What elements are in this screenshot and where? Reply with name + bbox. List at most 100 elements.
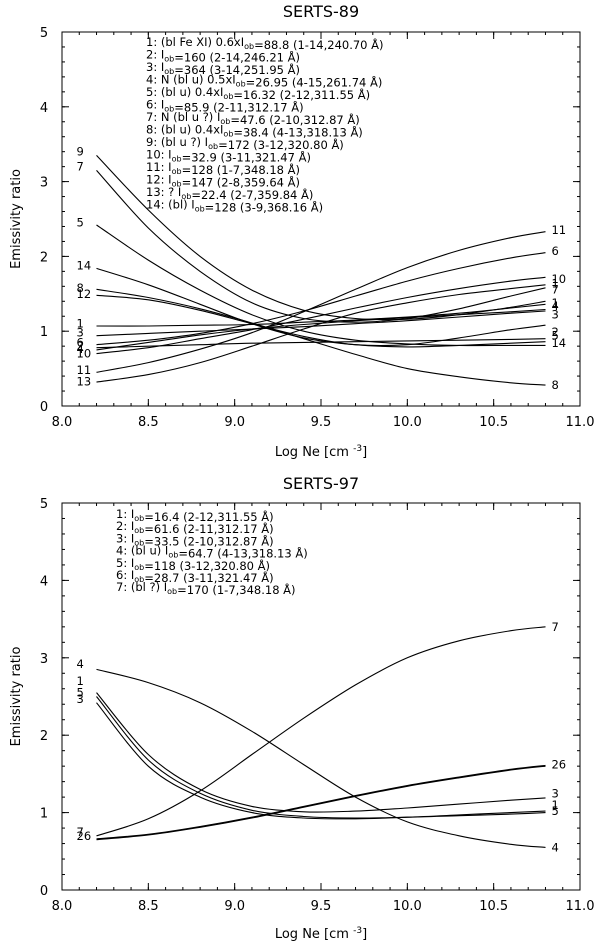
series-line-2 (96, 764, 546, 840)
series-line-5 (96, 696, 546, 819)
x-tick-label: 10.5 (479, 415, 508, 430)
x-axis-label: Log Ne [cm -3] (275, 926, 367, 942)
series-line-3 (96, 692, 546, 813)
x-tick-label: 9.5 (311, 899, 332, 914)
curve-start-label: 11 (77, 363, 92, 377)
curve-end-label: 4 (551, 840, 558, 854)
y-axis-label: Emissivity ratio (9, 169, 24, 269)
y-tick-label: 0 (40, 400, 48, 415)
y-tick-label: 5 (40, 26, 48, 41)
y-tick-label: 4 (40, 574, 48, 589)
x-tick-label: 8.0 (52, 899, 73, 914)
legend-entry-14: 14: (bl) Iob=128 (3-9,368.16 Å) (146, 198, 323, 215)
legend-entry-7: 7: N (bl u ?) Iob=47.6 (2-10,312.87 Å) (146, 110, 360, 127)
y-tick-label: 4 (40, 101, 48, 116)
curve-start-label: 12 (77, 287, 92, 301)
plot-frame (61, 502, 581, 891)
legend-entry-6: 6: Iob=28.7 (3-11,321.47 Å) (116, 568, 274, 585)
curve-end-label: 8 (551, 378, 558, 392)
chart-panel-1: SERTS-898.0 8.5 9.0 9.5 10.0 10.5 11.0012345Lo… (9, 2, 594, 460)
series-line-10 (96, 276, 546, 355)
x-tick-label: 9.5 (311, 415, 332, 430)
series-line-6 (96, 765, 546, 841)
curve-end-label: 26 (551, 758, 566, 772)
legend-entry-6: 6: Iob=85.9 (2-11,312.17 Å) (146, 98, 304, 115)
legend-entry-2: 2: Iob=61.6 (2-11,312.17 Å) (116, 519, 274, 536)
x-axis-label: Log Ne [cm -3] (275, 444, 367, 460)
x-tick-label: 8.0 (52, 415, 73, 430)
curve-start-label: 10 (77, 347, 92, 361)
series-line-14 (96, 267, 546, 348)
curve-end-label: 6 (551, 244, 558, 258)
curve-start-label: 8 (77, 281, 84, 295)
series-line-4 (96, 668, 546, 848)
y-tick-label: 5 (40, 497, 48, 512)
curve-start-label: 13 (77, 374, 92, 388)
curve-start-label: 4 (77, 657, 84, 671)
series-line-1 (96, 702, 546, 820)
legend-entry-7: 7: (bl ?) Iob=170 (1-7,348.18 Å) (116, 580, 296, 597)
y-tick-label: 1 (40, 807, 48, 822)
series-line-4 (96, 308, 546, 351)
curve-end-label: 2 (551, 325, 558, 339)
curve-start-label: 14 (77, 258, 92, 272)
curve-start-label: 7 (77, 160, 84, 174)
legend-entry-13: 13: ? Iob=22.4 (2-7,359.84 Å) (146, 185, 313, 202)
curve-end-label: 3 (551, 786, 558, 800)
legend-entry-3: 3: Iob=33.5 (2-10,312.87 Å) (116, 531, 274, 548)
series-line-8 (96, 288, 546, 386)
legend-entry-1: 1: (bl Fe XI) 0.6xIob=88.8 (1-14,240.70 … (146, 35, 384, 52)
curve-end-label: 1 (551, 296, 558, 310)
curve-end-label: 1 (551, 798, 558, 812)
curve-end-label: 1 (551, 276, 558, 290)
x-tick-label: 9.0 (224, 899, 245, 914)
series-line-13 (96, 284, 546, 383)
y-tick-label: 3 (40, 176, 48, 191)
y-tick-label: 1 (40, 325, 48, 340)
curve-start-label: 9 (77, 145, 84, 159)
curve-start-label: 1 (77, 317, 84, 331)
series-line-12 (96, 294, 546, 347)
curve-start-label: 6 (77, 335, 84, 349)
chart-title: SERTS-97 (283, 474, 359, 493)
series-line-11 (96, 231, 546, 373)
x-tick-label: 8.5 (138, 415, 159, 430)
x-tick-label: 8.5 (138, 899, 159, 914)
legend-entry-12: 12: Iob=147 (2-8,359.64 Å) (146, 173, 300, 190)
y-tick-label: 0 (40, 884, 48, 899)
curve-start-label: 2 (77, 339, 84, 353)
legend-entry-10: 10: Iob=32.9 (3-11,321.47 Å) (146, 148, 311, 165)
chart-title: SERTS-89 (283, 2, 359, 21)
series-line-7 (96, 170, 546, 323)
legend-entry-5: 5: (bl u) 0.4xIob=16.32 (2-12,311.55 Å) (146, 85, 370, 102)
legend-entry-3: 3: Iob=364 (3-14,251.95 Å) (146, 60, 300, 77)
legend-entry-9: 9: (bl u ?) Iob=172 (3-12,320.80 Å) (146, 135, 344, 152)
y-axis-label: Emissivity ratio (9, 647, 24, 747)
legend-entry-8: 8: (bl u) 0.4xIob=38.4 (4-13,318.13 Å) (146, 123, 363, 140)
x-tick-label: 10.0 (393, 899, 422, 914)
curve-end-label: 5 (551, 329, 558, 343)
chart-panel-2: SERTS-97 8.0 8.5 9.0 9.5 10.0 10.5 11.0 0 1 2 3 4 5 Lo… (9, 474, 594, 942)
curve-end-label: 5 (551, 804, 558, 818)
legend-entry-4: 4: N (bl u) 0.5xIob=26.95 (4-15,261.74 Å… (146, 73, 382, 90)
curve-end-label: 14 (551, 336, 566, 350)
legend-entry-11: 11: Iob=128 (1-7,348.18 Å) (146, 160, 300, 177)
curve-start-label: 4 (77, 342, 84, 356)
y-tick-label: 2 (40, 729, 48, 744)
legend-entry-1: 1: Iob=16.4 (2-12,311.55 Å) (116, 507, 274, 524)
series-line-5 (96, 224, 546, 347)
curve-start-label: 1 (77, 674, 84, 688)
x-tick-label: 10.5 (479, 899, 508, 914)
x-tick-label: 11.0 (566, 899, 595, 914)
series-line-3 (96, 310, 546, 337)
x-tick-label: 11.0 (566, 415, 595, 430)
curve-start-label: 26 (77, 829, 92, 843)
curve-start-label: 5 (77, 686, 84, 700)
curve-end-label: 3 (551, 308, 558, 322)
curve-start-label: 7 (77, 825, 84, 839)
curve-end-label: 7 (551, 282, 558, 296)
curve-end-label: 11 (551, 223, 566, 237)
curve-end-label: 10 (551, 272, 566, 286)
x-tick-label: 10.0 (393, 415, 422, 430)
